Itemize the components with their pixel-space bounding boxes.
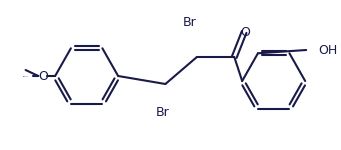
Text: O: O [39, 69, 48, 82]
Text: Br: Br [155, 105, 169, 118]
Text: methoxy: methoxy [26, 75, 32, 76]
Text: O: O [240, 26, 250, 39]
Text: methoxy: methoxy [23, 75, 29, 77]
Text: Br: Br [183, 15, 197, 28]
Text: OH: OH [318, 44, 337, 57]
